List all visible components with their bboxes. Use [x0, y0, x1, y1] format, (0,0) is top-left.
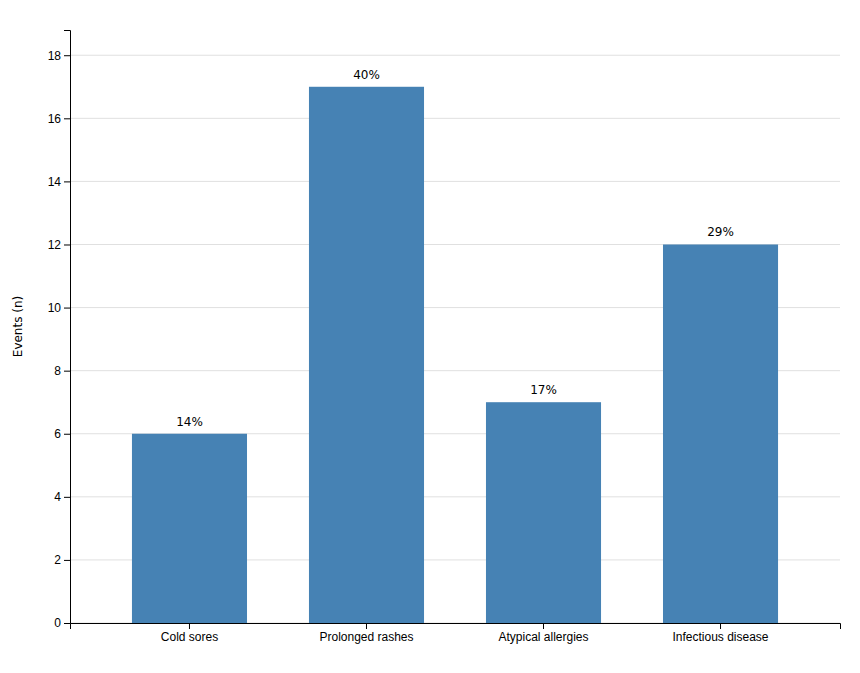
bar: [663, 244, 778, 623]
y-tick-label: 2: [54, 553, 61, 567]
grid-line: [70, 55, 840, 56]
y-tick: 14: [48, 175, 70, 189]
x-tick: Infectious disease: [672, 623, 768, 644]
y-tick: 12: [48, 238, 70, 252]
y-tick-label: 8: [54, 364, 61, 378]
y-tick-mark: [64, 244, 70, 245]
y-tick-label: 6: [54, 427, 61, 441]
axis-domain: [64, 31, 71, 624]
annotation: 40%: [353, 68, 380, 82]
y-tick: 16: [48, 112, 70, 126]
y-tick-mark: [64, 497, 70, 498]
x-tick-label: Atypical allergies: [498, 630, 588, 644]
annotation: 14%: [176, 415, 203, 429]
y-axis: 0 2 4 6 8 10 12 14 16 18: [48, 31, 71, 631]
y-tick: 8: [54, 364, 70, 378]
x-axis: Cold sores Prolonged rashes Atypical aller…: [71, 623, 841, 644]
y-tick-mark: [64, 308, 70, 309]
bar: [309, 87, 424, 623]
y-tick: 2: [54, 553, 70, 567]
y-tick: 0: [54, 616, 70, 630]
x-tick: Cold sores: [161, 623, 218, 644]
annotation: 17%: [530, 383, 557, 397]
y-tick-label: 12: [48, 238, 62, 252]
y-tick-label: 10: [48, 301, 62, 315]
y-tick-mark: [64, 118, 70, 119]
y-tick: 18: [48, 49, 70, 63]
y-axis-title: Events (n): [11, 296, 25, 357]
y-tick: 10: [48, 301, 70, 315]
grid-line: [70, 118, 840, 119]
x-tick-mark: [366, 623, 367, 629]
y-tick-label: 14: [48, 175, 62, 189]
y-tick-mark: [64, 181, 70, 182]
y-tick-label: 16: [48, 112, 62, 126]
y-tick-mark: [64, 623, 70, 624]
bar: [132, 434, 247, 623]
annotation: 29%: [707, 225, 734, 239]
plot: 0 2 4 6 8 10 12 14 16 18 Cold sores Prolonged rashe…: [11, 31, 841, 644]
grid-line: [70, 181, 840, 182]
y-tick-mark: [64, 560, 70, 561]
x-tick-mark: [543, 623, 544, 629]
y-tick-mark: [64, 55, 70, 56]
bars: [132, 87, 778, 623]
grid: [70, 55, 840, 623]
x-tick-mark: [189, 623, 190, 629]
x-tick-label: Cold sores: [161, 630, 218, 644]
y-tick-mark: [64, 434, 70, 435]
axis-domain: [71, 624, 841, 630]
x-tick-mark: [720, 623, 721, 629]
x-tick-label: Prolonged rashes: [319, 630, 413, 644]
x-tick-label: Infectious disease: [672, 630, 768, 644]
y-tick: 4: [54, 490, 70, 504]
annotations: 14% 40% 17% 29%: [176, 68, 734, 429]
bar: [486, 402, 601, 623]
y-tick-label: 0: [54, 616, 61, 630]
x-tick: Atypical allergies: [498, 623, 588, 644]
y-tick-label: 4: [54, 490, 61, 504]
chart: 0 2 4 6 8 10 12 14 16 18 Cold sores Prolonged rashe…: [0, 0, 860, 673]
y-tick-label: 18: [48, 49, 62, 63]
x-tick: Prolonged rashes: [319, 623, 413, 644]
y-tick-mark: [64, 371, 70, 372]
y-tick: 6: [54, 427, 70, 441]
